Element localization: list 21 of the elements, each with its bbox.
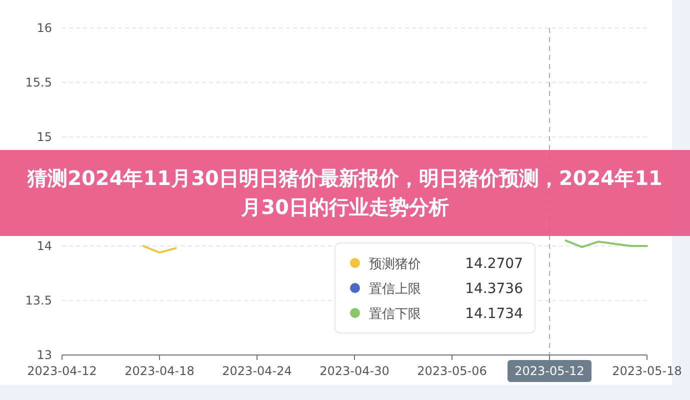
- line-series: [564, 240, 648, 248]
- text: 猜测2024年11月30日明日猪价最新报价，明日猪价预测，2024年11月30日的行业走势分析: [26, 165, 664, 221]
- y-tick-label: 15: [36, 130, 52, 144]
- y-tick-label: 16: [36, 21, 52, 35]
- x-tick-label: 2023-04-12: [27, 364, 97, 378]
- x-tick-label: 2023-05-06: [417, 364, 487, 378]
- y-tick-label: 13: [36, 348, 52, 362]
- annotation: 14.2707: [465, 256, 523, 272]
- legend-label: 置信下限: [369, 307, 421, 322]
- x-tick-label: 2023-04-18: [124, 364, 194, 378]
- annotation: 14.1734: [465, 306, 524, 322]
- x-tick-label: 2023-05-12: [514, 364, 584, 378]
- y-tick-label: 15.5: [25, 76, 52, 90]
- y-tick-label: 13.5: [25, 294, 52, 308]
- annotation: 14.3736: [465, 281, 524, 297]
- y-tick-label: 14: [36, 239, 52, 253]
- legend-label: 预测猪价: [369, 257, 421, 272]
- x-tick-label: 2023-04-24: [222, 364, 292, 378]
- x-tick-label: 2023-04-30: [320, 364, 390, 378]
- x-tick-label: 2023-05-18: [612, 364, 682, 378]
- legend-label: 置信上限: [369, 282, 421, 297]
